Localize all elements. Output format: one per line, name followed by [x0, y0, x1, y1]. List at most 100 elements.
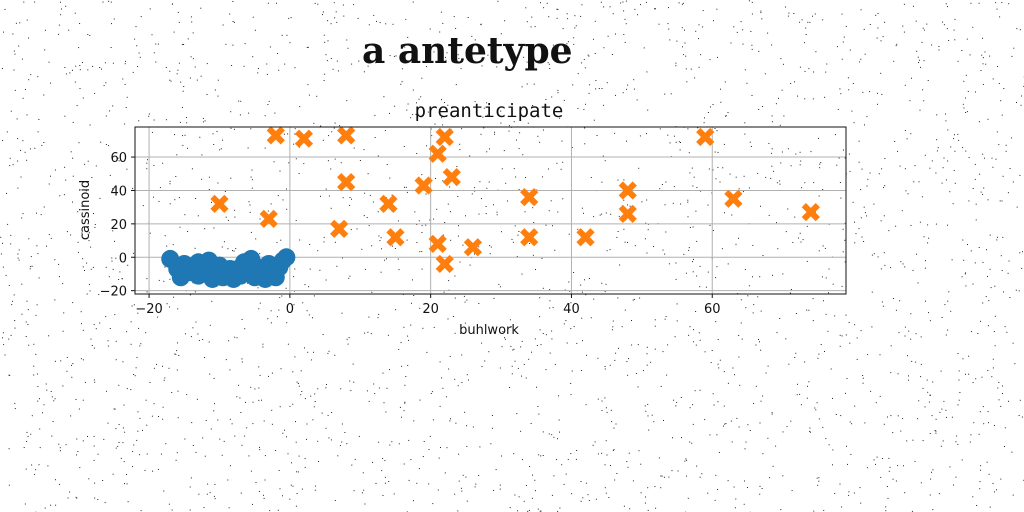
noise-dot [788, 363, 790, 365]
noise-dot [543, 129, 544, 131]
noise-dot [441, 377, 443, 379]
noise-dot [364, 268, 366, 270]
noise-dot [926, 23, 928, 25]
noise-dot [797, 95, 798, 97]
noise-dot [285, 287, 287, 289]
noise-dot [760, 10, 762, 12]
noise-dot [623, 34, 625, 35]
noise-dot [404, 384, 406, 386]
noise-dot [454, 275, 456, 277]
noise-dot [715, 321, 717, 323]
noise-dot [192, 327, 194, 329]
noise-dot [672, 437, 673, 439]
noise-dot [488, 181, 490, 183]
noise-dot [849, 342, 851, 344]
noise-dot [99, 197, 101, 199]
noise-dot [126, 168, 128, 170]
noise-dot [99, 67, 101, 68]
noise-dot [962, 103, 964, 105]
noise-dot [257, 72, 259, 74]
noise-dot [94, 92, 96, 94]
noise-dot [421, 268, 423, 270]
noise-dot [808, 68, 810, 70]
noise-dot [996, 489, 997, 491]
noise-dot [992, 78, 994, 80]
noise-dot [691, 167, 693, 169]
noise-dot [881, 168, 883, 170]
noise-dot [299, 106, 301, 108]
noise-dot [295, 220, 297, 221]
noise-dot [249, 211, 251, 213]
noise-dot [765, 176, 767, 178]
noise-dot [284, 63, 286, 65]
noise-dot [858, 161, 860, 163]
noise-dot [938, 46, 940, 47]
noise-dot [441, 117, 443, 119]
noise-dot [548, 63, 550, 65]
noise-dot [934, 430, 936, 431]
noise-dot [354, 458, 356, 460]
noise-dot [727, 263, 729, 265]
noise-dot [413, 295, 415, 296]
noise-dot [479, 446, 481, 448]
noise-dot [372, 201, 374, 203]
noise-dot [945, 334, 947, 336]
noise-dot [403, 463, 405, 465]
noise-dot [707, 492, 709, 494]
noise-dot [29, 148, 31, 150]
noise-dot [732, 367, 734, 369]
noise-dot [516, 256, 518, 257]
noise-dot [455, 84, 457, 86]
noise-dot [59, 483, 61, 485]
noise-dot [163, 490, 165, 492]
noise-dot [582, 497, 584, 499]
noise-dot [723, 425, 724, 427]
noise-dot [748, 285, 750, 287]
y-axis-label: cassinoid [78, 180, 93, 240]
noise-dot [871, 326, 873, 328]
noise-dot [556, 162, 558, 164]
noise-dot [699, 476, 701, 478]
noise-dot [107, 345, 109, 347]
noise-dot [1001, 2, 1003, 4]
noise-dot [93, 213, 94, 214]
noise-dot [259, 302, 261, 304]
noise-dot [972, 496, 974, 498]
noise-dot [474, 39, 476, 41]
noise-dot [431, 391, 433, 393]
noise-dot [112, 268, 114, 270]
noise-dot [468, 379, 469, 381]
noise-dot [271, 409, 273, 411]
noise-dot [669, 142, 671, 144]
noise-dot [570, 302, 572, 304]
noise-dot [785, 6, 786, 8]
noise-dot [314, 2, 316, 4]
noise-dot [127, 501, 129, 503]
noise-dot [742, 191, 744, 193]
noise-dot [894, 141, 896, 142]
noise-dot [547, 62, 549, 64]
noise-dot [248, 455, 250, 457]
x-stroke [801, 203, 820, 222]
noise-dot [513, 453, 515, 455]
noise-dot [187, 38, 189, 40]
noise-dot [848, 153, 850, 155]
noise-dot [818, 137, 819, 139]
noise-dot [615, 33, 616, 35]
noise-dot [518, 496, 520, 498]
noise-dot [393, 493, 395, 495]
noise-dot [306, 438, 307, 440]
noise-dot [426, 351, 428, 353]
noise-dot [334, 17, 336, 19]
noise-dot [832, 449, 834, 451]
noise-dot [892, 478, 894, 480]
noise-dot [745, 307, 747, 309]
noise-dot [407, 364, 409, 366]
noise-dot [665, 231, 667, 233]
noise-dot [380, 271, 382, 273]
noise-dot [999, 16, 1001, 18]
noise-dot [50, 237, 52, 239]
noise-dot [317, 250, 319, 252]
noise-dot [687, 216, 689, 218]
x-stroke [520, 188, 539, 207]
